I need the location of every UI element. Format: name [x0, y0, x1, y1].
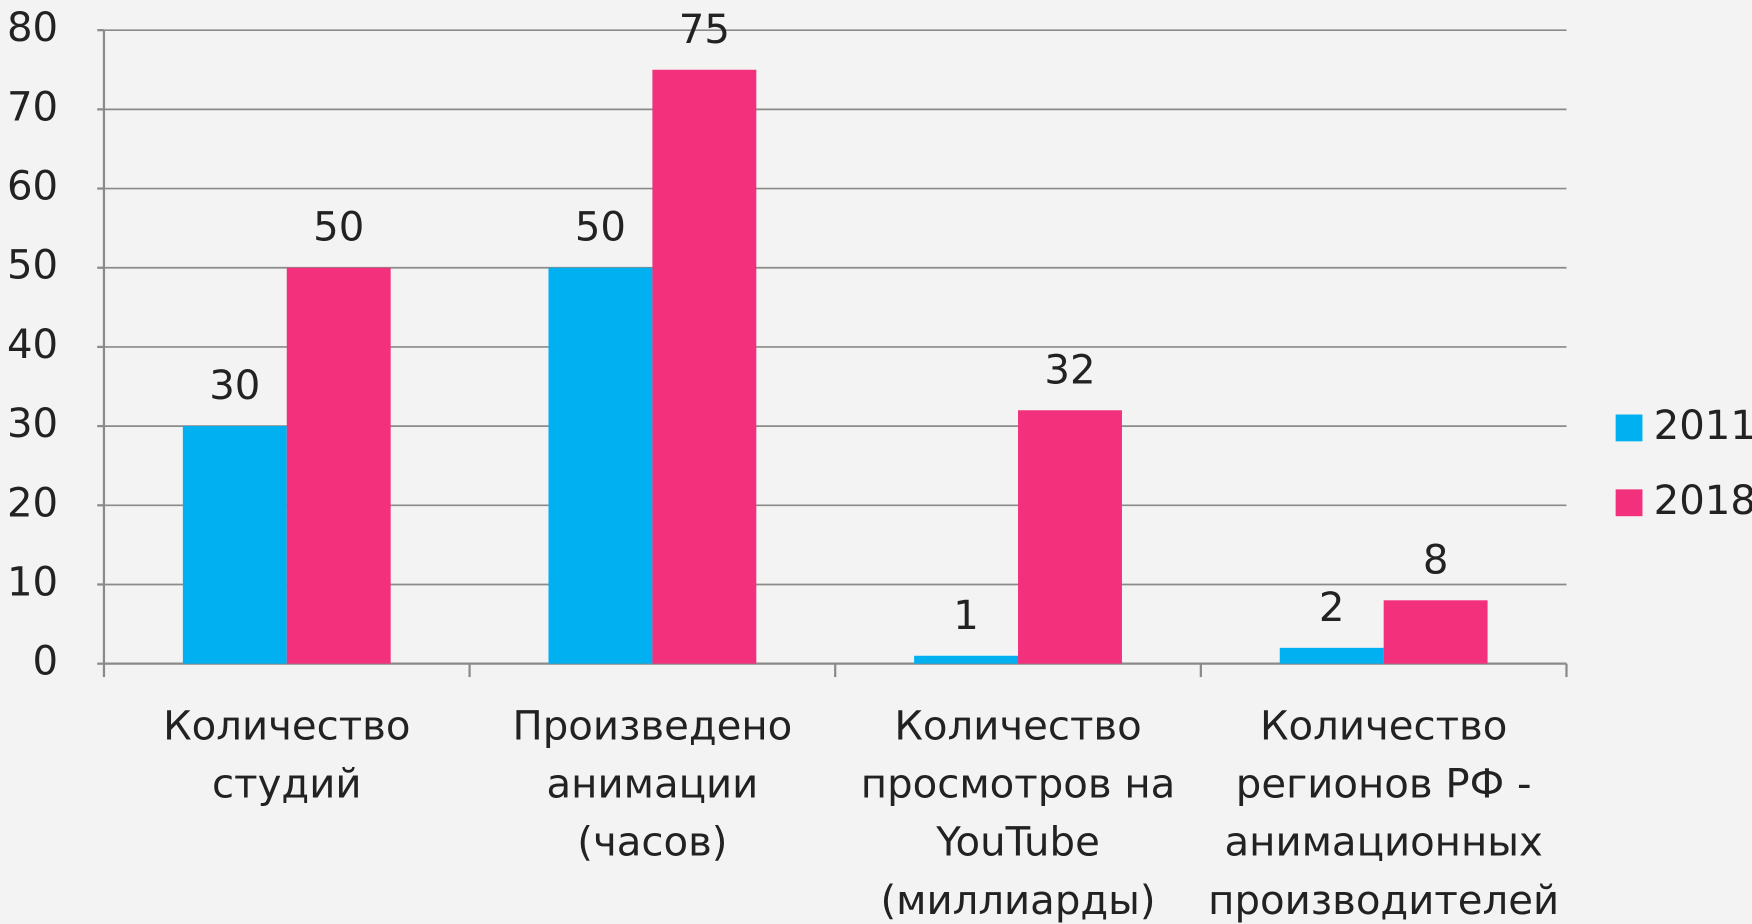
y-tick-label: 70: [7, 84, 58, 130]
label-line: Количество: [1260, 703, 1507, 749]
y-tick-label: 80: [7, 5, 58, 51]
bar: [1384, 600, 1488, 663]
label-line: (часов): [577, 820, 727, 866]
label-line: (миллиарды): [880, 878, 1155, 924]
legend-swatch: [1616, 489, 1643, 516]
data-label: 30: [209, 363, 260, 409]
legend-label: 2011: [1654, 403, 1752, 449]
label-line: регионов РФ -: [1236, 762, 1532, 808]
data-label: 32: [1044, 347, 1095, 393]
label-line: просмотров на: [861, 762, 1175, 808]
label-line: YouTube: [935, 820, 1100, 866]
bar: [652, 70, 756, 664]
label-line: анимационных: [1224, 820, 1542, 866]
bar: [183, 426, 287, 664]
label-line: анимации: [547, 762, 759, 808]
y-tick-label: 60: [7, 164, 58, 210]
y-tick-label: 40: [7, 322, 58, 368]
legend-label: 2018: [1654, 478, 1752, 524]
legend-swatch: [1616, 415, 1643, 442]
label-line: Произведено: [512, 703, 792, 749]
y-tick-label: 50: [7, 243, 58, 289]
label-line: Количество: [163, 703, 410, 749]
label-line: Количество: [894, 703, 1141, 749]
chart: 0 10 20 30 40 50 60 70 80 Количество студий 30 50 Про…: [0, 0, 1752, 924]
bar: [1280, 648, 1384, 664]
bar: [548, 268, 652, 664]
y-tick-label: 20: [7, 480, 58, 526]
data-label: 2: [1319, 585, 1345, 631]
bar: [1018, 410, 1122, 663]
data-label: 50: [575, 205, 626, 251]
label-line: студий: [212, 762, 361, 808]
y-tick-label: 0: [33, 639, 59, 685]
bar: [914, 656, 1018, 664]
data-label: 50: [313, 205, 364, 251]
y-tick-label: 30: [7, 401, 58, 447]
data-label: 75: [679, 7, 730, 53]
y-tick-label: 10: [7, 559, 58, 605]
label-line: производителей: [1208, 878, 1559, 924]
bar: [287, 268, 391, 664]
data-label: 1: [953, 593, 979, 639]
data-label: 8: [1423, 537, 1449, 583]
